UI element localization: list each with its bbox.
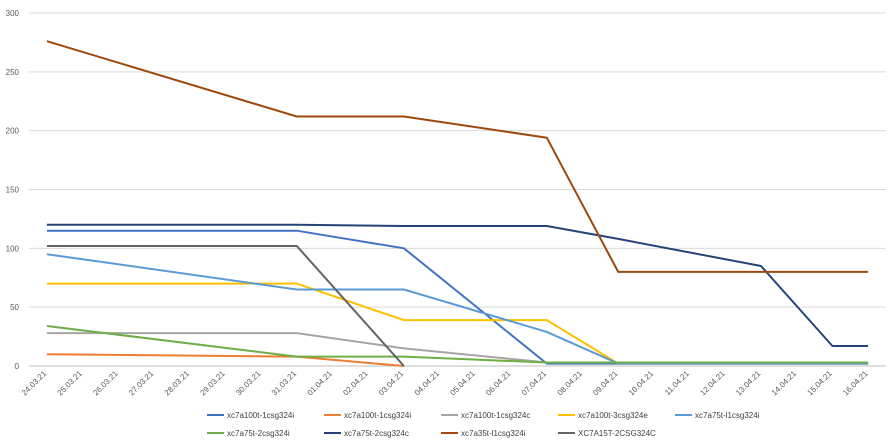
y-tick-label: 150 <box>6 186 20 195</box>
x-tick-label: 26.03.21 <box>91 369 120 398</box>
series-line-1 <box>46 229 869 365</box>
y-tick-label: 250 <box>6 68 20 77</box>
x-tick-label: 29.03.21 <box>198 369 227 398</box>
series-line-5 <box>46 253 869 365</box>
series-lines <box>46 40 869 367</box>
x-tick-label: 03.04.21 <box>377 369 406 398</box>
series-line-8 <box>46 40 869 273</box>
x-tick-label: 28.03.21 <box>163 369 192 398</box>
legend-label: xc7a100t-1csg324c <box>461 411 530 420</box>
x-tick-label: 16.04.21 <box>841 369 870 398</box>
series-line-4 <box>46 282 869 365</box>
y-axis-ticks: 0 50 100 150 200 250 300 <box>6 9 20 371</box>
x-tick-label: 12.04.21 <box>698 369 727 398</box>
x-tick-label: 31.03.21 <box>270 369 299 398</box>
x-tick-label: 06.04.21 <box>484 369 513 398</box>
x-tick-label: 14.04.21 <box>770 369 799 398</box>
y-tick-label: 50 <box>10 303 19 312</box>
x-tick-label: 27.03.21 <box>127 369 156 398</box>
x-tick-label: 24.03.21 <box>20 369 49 398</box>
series-line-6 <box>46 325 869 364</box>
legend-label: xc7a75t-2csg324i <box>227 429 290 438</box>
series-line-9 <box>46 245 405 367</box>
legend-label: xc7a75t-2csg324c <box>344 429 409 438</box>
y-tick-label: 0 <box>15 362 20 371</box>
x-tick-label: 01.04.21 <box>306 369 335 398</box>
x-tick-label: 25.03.21 <box>56 369 85 398</box>
x-tick-label: 10.04.21 <box>627 369 656 398</box>
x-tick-label: 13.04.21 <box>734 369 763 398</box>
x-tick-label: 05.04.21 <box>448 369 477 398</box>
x-tick-label: 07.04.21 <box>520 369 549 398</box>
legend-label: xc7a100t-1csg324i <box>344 411 411 420</box>
y-tick-label: 300 <box>6 9 20 18</box>
legend-label: XC7A15T-2CSG324C <box>578 429 656 438</box>
y-tick-label: 100 <box>6 244 20 253</box>
x-tick-label: 04.04.21 <box>413 369 442 398</box>
legend-label: xc7a100t-1csg324i <box>227 411 294 420</box>
legend-label: xc7a35t-l1csg324i <box>461 429 526 438</box>
y-tick-label: 200 <box>6 127 20 136</box>
x-tick-label: 11.04.21 <box>663 369 691 397</box>
series-line-7 <box>46 223 869 347</box>
x-tick-label: 02.04.21 <box>341 369 370 398</box>
x-tick-label: 09.04.21 <box>591 369 620 398</box>
gridlines <box>29 12 886 367</box>
x-tick-label: 08.04.21 <box>556 369 585 398</box>
legend: xc7a100t-1csg324i xc7a100t-1csg324i xc7a10… <box>207 411 760 438</box>
legend-label: xc7a100t-3csg324e <box>578 411 648 420</box>
x-tick-label: 30.03.21 <box>234 369 263 398</box>
x-axis-ticks: 24.03.21 25.03.21 26.03.21 27.03.21 28.03.21… <box>20 369 870 398</box>
x-tick-label: 15.04.21 <box>805 369 834 398</box>
legend-label: xc7a75t-l1csg324i <box>695 411 760 420</box>
